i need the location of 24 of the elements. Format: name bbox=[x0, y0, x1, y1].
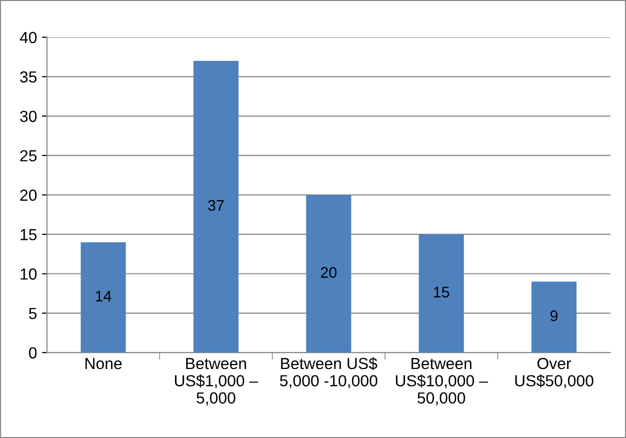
bar bbox=[531, 282, 577, 353]
data-label: 20 bbox=[320, 267, 337, 278]
data-label: 37 bbox=[208, 200, 224, 211]
x-tick-label: Between US$ 5,000 -10,000 bbox=[280, 357, 378, 388]
y-tick-label: 10 bbox=[20, 268, 37, 280]
bar bbox=[306, 194, 352, 353]
y-tick-label: 5 bbox=[28, 308, 37, 320]
y-tick-label: 20 bbox=[20, 190, 37, 201]
data-label: 15 bbox=[434, 286, 450, 298]
data-label: 9 bbox=[550, 310, 558, 322]
x-tick-label: Between US$1,000 – 5,000 bbox=[175, 358, 258, 406]
data-label: 14 bbox=[96, 290, 112, 302]
y-tick-label: 25 bbox=[20, 150, 37, 162]
bar bbox=[193, 60, 239, 353]
y-tick-label: 35 bbox=[20, 71, 37, 83]
bar bbox=[80, 242, 126, 353]
bar bbox=[418, 234, 464, 353]
x-tick-label: Between US$10,000 – 50,000 bbox=[396, 358, 488, 406]
y-tick-label: 0 bbox=[28, 347, 37, 359]
y-tick-label: 40 bbox=[20, 32, 37, 44]
y-tick-label: 15 bbox=[20, 229, 37, 240]
x-tick-label: None bbox=[86, 358, 122, 370]
x-tick-label: Over US$50,000 bbox=[515, 358, 594, 388]
y-tick-label: 30 bbox=[20, 110, 37, 122]
